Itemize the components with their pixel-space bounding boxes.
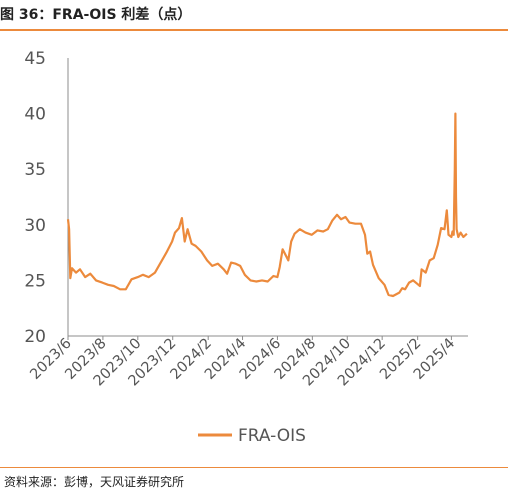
y-tick-label: 35 <box>24 160 46 180</box>
y-tick-label: 30 <box>24 216 46 236</box>
figure-title: 图 36：FRA-OIS 利差（点） <box>0 7 192 23</box>
legend: FRA-OIS <box>198 426 306 446</box>
y-tick-label: 25 <box>24 271 46 291</box>
y-tick-label: 40 <box>24 105 46 125</box>
x-axis: 2023/62023/82023/102023/122024/22024/420… <box>27 335 468 389</box>
footer-divider <box>0 467 508 468</box>
y-tick-label: 45 <box>24 49 46 69</box>
y-axis: 20 25 30 35 40 45 <box>24 49 69 347</box>
legend-label: FRA-OIS <box>238 426 306 446</box>
title-divider <box>0 29 508 31</box>
y-tick-label: 20 <box>24 327 46 347</box>
series-line-fra-ois <box>66 112 468 298</box>
source-note: 资料来源：彭博，天风证券研究所 <box>4 475 185 489</box>
plot-area <box>66 112 468 298</box>
line-chart: 20 25 30 35 40 45 2023/62023/82023/102023/122… <box>24 49 468 446</box>
